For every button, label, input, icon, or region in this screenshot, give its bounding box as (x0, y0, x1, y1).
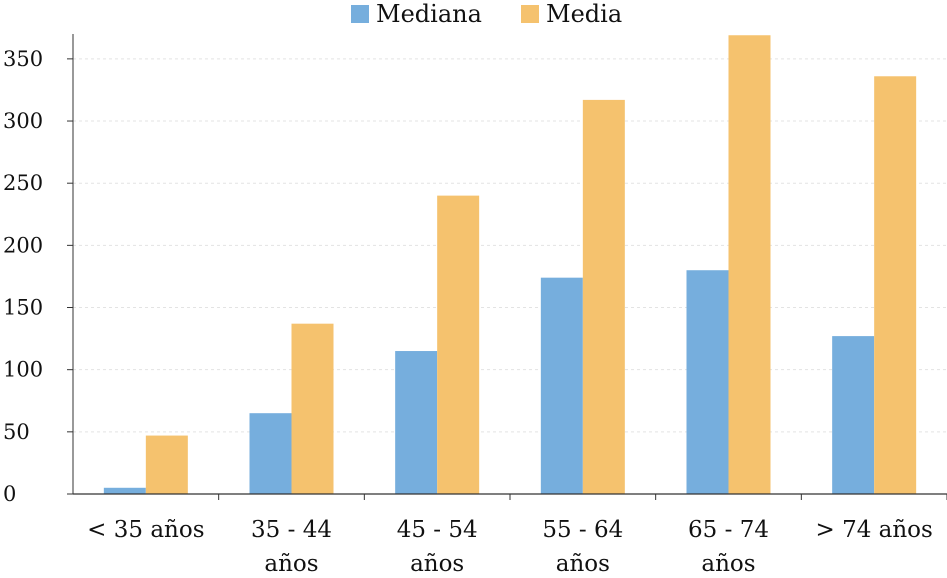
bar-media-1 (291, 323, 334, 494)
bar-media-5 (874, 76, 917, 495)
bar-media-4 (728, 35, 771, 494)
y-tick-label: 50 (3, 420, 30, 444)
x-category-label: años (410, 551, 464, 574)
x-category-label: años (264, 551, 318, 574)
bar-mediana-4 (686, 270, 729, 494)
x-category-label: 45 - 54 (397, 517, 478, 543)
legend-swatch-mediana (351, 5, 369, 23)
bar-mediana-2 (395, 351, 438, 494)
bar-mediana-3 (540, 277, 583, 494)
x-category-label: años (701, 551, 755, 574)
y-tick-label: 300 (3, 109, 43, 133)
legend-label-mediana: Mediana (376, 0, 482, 28)
bar-mediana-0 (103, 487, 146, 494)
bar-media-0 (145, 435, 188, 494)
x-category-label: > 74 años (815, 517, 932, 543)
y-tick-label: 0 (3, 482, 16, 506)
x-category-label: años (556, 551, 610, 574)
x-category-label: 65 - 74 (688, 517, 769, 543)
x-category-label: 35 - 44 (251, 517, 332, 543)
y-tick-label: 250 (3, 171, 43, 195)
bar-mediana-1 (249, 413, 292, 494)
y-tick-label: 100 (3, 358, 43, 382)
bar-media-2 (437, 195, 480, 494)
y-tick-label: 150 (3, 296, 43, 320)
x-category-label: < 35 años (87, 517, 204, 543)
legend-label-media: Media (546, 0, 622, 28)
legend-swatch-media (521, 5, 539, 23)
y-tick-label: 200 (3, 233, 43, 257)
bar-mediana-5 (832, 336, 875, 494)
bar-media-3 (582, 99, 625, 494)
x-category-label: 55 - 64 (542, 517, 623, 543)
y-tick-label: 350 (3, 47, 43, 71)
